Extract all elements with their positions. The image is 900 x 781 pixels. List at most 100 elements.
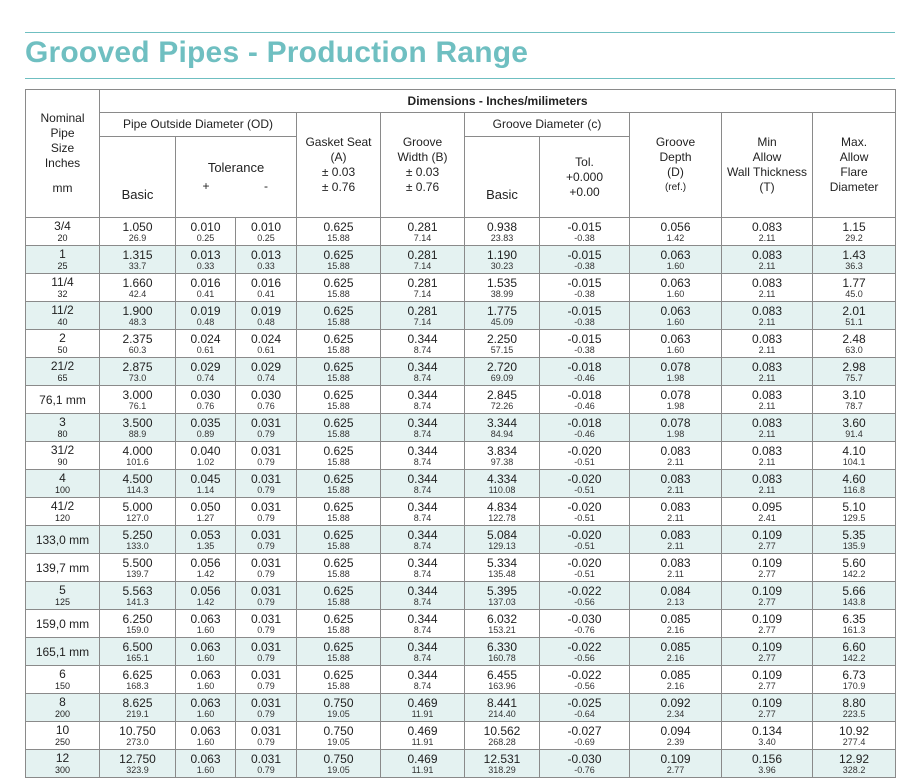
value-mm: 2.77 xyxy=(758,540,776,551)
cell-b: 0.469 11.91 xyxy=(380,721,465,750)
value-mm: 104.1 xyxy=(842,456,866,467)
value-mm: 23.83 xyxy=(490,232,514,243)
value-mm: 2.77 xyxy=(666,764,685,775)
value-inches: 0.031 xyxy=(250,751,282,766)
value-inches: 0.625 xyxy=(323,667,354,682)
value-mm: 88.9 xyxy=(128,428,147,439)
value-mm: 2.11 xyxy=(758,260,776,271)
value-inches: 0.083 xyxy=(751,275,783,290)
cell-a: 0.625 15.88 xyxy=(296,609,381,638)
cell-tm: 0.031 0.79 xyxy=(235,581,297,610)
nominal-size-inches: 4 xyxy=(59,471,66,485)
value-mm: 51.1 xyxy=(845,316,863,327)
value-inches: 0.344 xyxy=(407,583,438,598)
value-inches: -0.020 xyxy=(567,555,602,570)
cell-tm: 0.030 0.76 xyxy=(235,385,297,414)
value-inches: 5.35 xyxy=(842,527,866,542)
value-mm: 19.05 xyxy=(327,708,350,719)
value-mm: 15.88 xyxy=(327,316,350,327)
value-mm: 78.7 xyxy=(845,400,863,411)
value-inches: 0.063 xyxy=(190,639,221,654)
cell-ct: -0.018 -0.46 xyxy=(539,357,630,386)
cell-f: 5.60 142.2 xyxy=(811,553,897,582)
nominal-size-mm: 150 xyxy=(54,681,71,691)
cell-tp: 0.063 1.60 xyxy=(175,665,236,694)
value-inches: 0.016 xyxy=(190,275,221,290)
cell-d: 0.083 2.11 xyxy=(629,469,722,498)
value-inches: 0.344 xyxy=(407,331,438,346)
cell-od: 6.500 165.1 xyxy=(99,637,176,666)
value-mm: 129.13 xyxy=(488,540,516,551)
nominal-size-mm: 65 xyxy=(57,373,68,383)
nominal-size-inches: 3 xyxy=(59,415,66,429)
cell-f: 5.35 135.9 xyxy=(811,525,897,554)
value-mm: 57.15 xyxy=(490,344,514,355)
nominal-size-cell: 21/2 65 xyxy=(25,357,100,386)
value-mm: 8.74 xyxy=(413,680,432,691)
cell-od: 5.000 127.0 xyxy=(99,497,176,526)
value-mm: -0.46 xyxy=(574,372,595,383)
value-inches: 0.281 xyxy=(407,275,438,290)
nominal-size-cell: 4 100 xyxy=(25,469,100,498)
cell-c: 6.032 153.21 xyxy=(464,609,540,638)
value-mm: 133.0 xyxy=(126,540,149,551)
cell-tp: 0.050 1.27 xyxy=(175,497,236,526)
value-inches: 0.156 xyxy=(751,751,783,766)
value-inches: -0.015 xyxy=(567,303,602,318)
value-mm: 2.11 xyxy=(758,344,776,355)
value-inches: -0.020 xyxy=(567,499,602,514)
value-mm: 1.60 xyxy=(666,316,685,327)
value-inches: 12.750 xyxy=(119,751,156,766)
cell-b: 0.344 8.74 xyxy=(380,609,465,638)
value-inches: 3.60 xyxy=(842,415,866,430)
value-inches: 0.344 xyxy=(407,359,438,374)
nominal-size-inches: 21/2 xyxy=(50,359,75,373)
value-inches: 6.500 xyxy=(122,639,153,654)
cell-t: 0.156 3.96 xyxy=(721,749,813,778)
value-mm: 8.74 xyxy=(413,372,432,383)
cell-c: 2.250 57.15 xyxy=(464,329,540,358)
value-mm: 1.98 xyxy=(666,400,685,411)
cell-t: 0.109 2.77 xyxy=(721,525,813,554)
cell-tp: 0.016 0.41 xyxy=(175,273,236,302)
value-mm: -0.76 xyxy=(574,624,595,635)
value-inches: 0.625 xyxy=(323,527,354,542)
value-mm: 142.2 xyxy=(842,568,866,579)
value-mm: 0.76 xyxy=(196,400,215,411)
value-inches: 0.344 xyxy=(407,527,438,542)
value-mm: 7.14 xyxy=(413,316,432,327)
nominal-size-metric: 165,1 mm xyxy=(35,644,90,659)
header-nominal-size: Nominal Pipe Size Inches mm xyxy=(25,89,100,218)
table-row: 4 100 4.500 114.3 0.045 1.14 0.031 0.79 0.625 15.… xyxy=(25,469,897,498)
value-inches: 1.660 xyxy=(122,275,153,290)
cell-od: 5.500 139.7 xyxy=(99,553,176,582)
cell-tp: 0.013 0.33 xyxy=(175,245,236,274)
cell-d: 0.063 1.60 xyxy=(629,301,722,330)
value-mm: 30.23 xyxy=(490,260,514,271)
cell-f: 2.01 51.1 xyxy=(811,301,897,330)
cell-t: 0.109 2.77 xyxy=(721,665,813,694)
cell-od: 1.660 42.4 xyxy=(99,273,176,302)
cell-tm: 0.031 0.79 xyxy=(235,497,297,526)
table-row: 3/4 20 1.050 26.9 0.010 0.25 0.010 0.25 0.625 15.… xyxy=(25,217,897,246)
cell-od: 10.750 273.0 xyxy=(99,721,176,750)
value-inches: 1.43 xyxy=(842,247,866,262)
nominal-size-inches: 1 xyxy=(59,247,66,261)
cell-f: 3.60 91.4 xyxy=(811,413,897,442)
value-inches: 0.083 xyxy=(660,555,691,570)
value-inches: 0.010 xyxy=(250,219,282,234)
value-inches: 0.281 xyxy=(407,219,438,234)
cell-b: 0.344 8.74 xyxy=(380,581,465,610)
cell-tp: 0.019 0.48 xyxy=(175,301,236,330)
table-row: 12 300 12.750 323.9 0.063 1.60 0.031 0.79 0.750 1… xyxy=(25,749,897,778)
value-mm: 0.74 xyxy=(257,372,275,383)
cell-t: 0.083 2.11 xyxy=(721,413,813,442)
value-mm: -0.46 xyxy=(574,400,595,411)
value-inches: 0.109 xyxy=(751,639,783,654)
cell-c: 5.084 129.13 xyxy=(464,525,540,554)
value-inches: 0.625 xyxy=(323,387,354,402)
cell-a: 0.625 15.88 xyxy=(296,413,381,442)
cell-tm: 0.031 0.79 xyxy=(235,525,297,554)
cell-b: 0.344 8.74 xyxy=(380,665,465,694)
header-groove-diameter: Groove Diameter (c) xyxy=(464,112,630,137)
